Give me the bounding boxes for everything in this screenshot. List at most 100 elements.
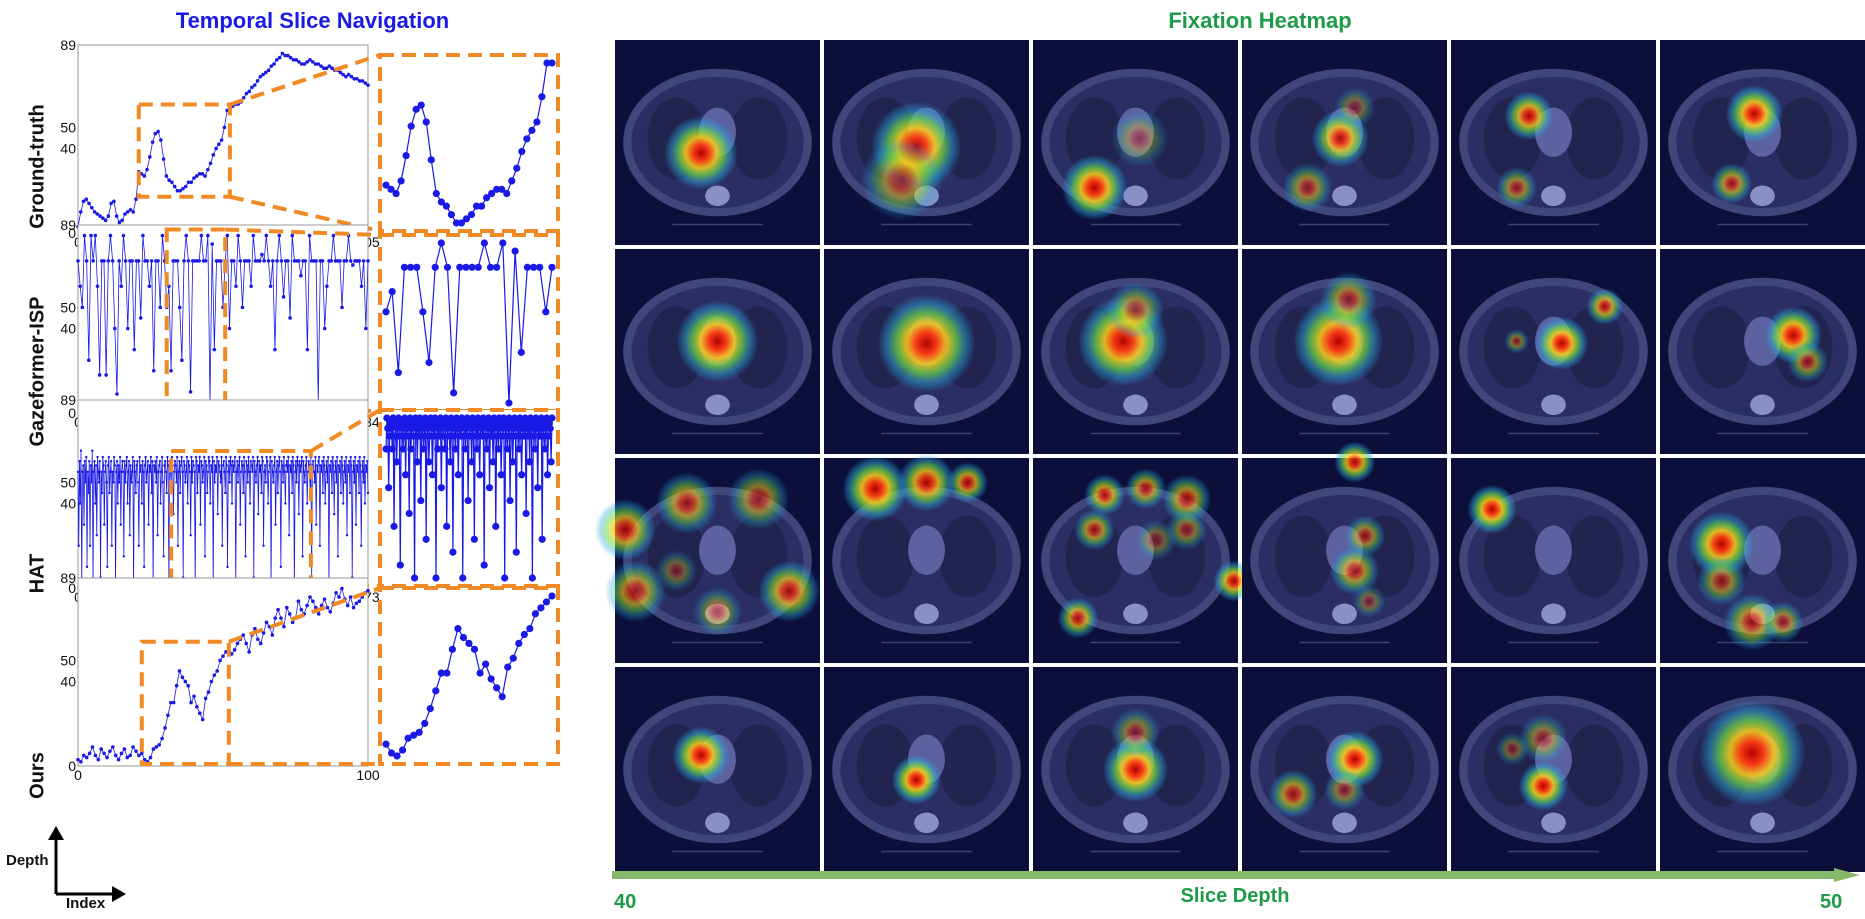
series-point	[186, 180, 191, 185]
series-point	[316, 612, 321, 616]
series-point	[150, 491, 153, 495]
zoom-series-point	[454, 624, 462, 633]
series-point	[232, 259, 236, 263]
zoom-series-point	[509, 458, 517, 466]
series-point	[328, 464, 331, 467]
series-point	[348, 491, 352, 495]
zoom-series-point	[406, 263, 415, 271]
fixation-blob	[1688, 511, 1755, 577]
series-point	[245, 464, 249, 467]
series-point	[159, 138, 163, 142]
series-point	[144, 455, 147, 459]
heatmap-cell	[1033, 667, 1238, 872]
zoom-series-point	[489, 458, 497, 466]
zoom-series-point	[526, 414, 535, 422]
ct-spine	[1123, 812, 1148, 834]
series-point	[162, 555, 165, 558]
y-tick-label: 40	[60, 496, 76, 512]
series-point	[163, 726, 167, 730]
series-point	[342, 470, 346, 474]
series-point	[316, 62, 321, 66]
series-point	[261, 631, 266, 635]
fixation-blob	[758, 560, 820, 622]
series-point	[276, 607, 280, 612]
series-point	[115, 460, 119, 463]
series-point	[142, 174, 147, 178]
series-point	[252, 83, 257, 87]
fixation-blob	[1518, 761, 1568, 811]
zoom-series-point	[508, 177, 516, 185]
series-point	[161, 157, 166, 161]
series-point	[151, 747, 156, 751]
zoom-series-point	[393, 458, 401, 466]
series-point	[113, 464, 117, 467]
series-point	[170, 180, 174, 185]
series-point	[321, 491, 325, 495]
series-point	[289, 470, 292, 474]
series-point	[258, 641, 263, 646]
zoom-series-point	[449, 548, 457, 556]
series-point	[272, 481, 275, 484]
series-point	[146, 460, 150, 463]
series-point	[203, 174, 207, 178]
series-point	[316, 470, 319, 474]
zoom-series-point	[417, 101, 425, 109]
series-point	[342, 502, 345, 505]
series-point	[171, 700, 176, 705]
y-tick-label: 0	[68, 225, 76, 241]
zoom-series-point	[476, 471, 484, 479]
series-point	[156, 533, 159, 537]
series-point	[208, 460, 211, 463]
series-point	[306, 470, 310, 474]
series-point	[88, 544, 92, 547]
zoom-connector	[229, 194, 381, 233]
series-point	[322, 455, 325, 459]
heatmap-cell	[824, 40, 1029, 245]
series-point	[208, 161, 213, 166]
series-point	[294, 57, 298, 62]
y-tick-label: 0	[68, 758, 76, 774]
zoom-series-point	[440, 432, 448, 440]
fixation-blob	[1057, 597, 1099, 639]
zoom-series-point	[486, 263, 495, 271]
series-point	[90, 481, 93, 484]
series-point	[312, 470, 316, 474]
series-point	[200, 464, 204, 467]
series-point	[325, 605, 330, 610]
series-point	[139, 464, 143, 467]
series-point	[324, 470, 328, 474]
fixation-blob	[891, 755, 941, 805]
series-point	[82, 753, 86, 758]
series-point	[203, 696, 208, 701]
y-tick-label: 50	[60, 299, 76, 315]
zoom-series-point	[509, 654, 517, 662]
series-point	[327, 64, 332, 68]
series-point	[307, 460, 310, 463]
series-point	[314, 455, 317, 459]
series-point	[104, 373, 108, 377]
series-point	[355, 76, 359, 81]
y-tick-label: 50	[60, 119, 76, 135]
zoom-series-point	[473, 445, 481, 453]
series-point	[231, 460, 234, 463]
heatmap-cell	[1033, 458, 1255, 663]
series-point	[358, 455, 361, 459]
series-point	[90, 745, 95, 749]
series-point	[96, 757, 101, 762]
fixation-blob	[672, 726, 730, 784]
zoom-series-point	[480, 239, 488, 247]
series-point	[164, 174, 169, 178]
series-point	[322, 326, 327, 331]
series-point	[311, 599, 315, 604]
series-point	[190, 481, 194, 484]
series-point	[124, 464, 128, 467]
series-point	[357, 491, 361, 495]
series-point	[125, 755, 130, 760]
series-point	[290, 233, 295, 238]
zoom-series-point	[528, 126, 536, 134]
series-point	[326, 481, 329, 484]
series-point	[200, 717, 205, 722]
chart-gazeformer-isp: 04050890134	[60, 217, 560, 430]
series-point	[302, 460, 305, 463]
series-point	[87, 358, 91, 362]
